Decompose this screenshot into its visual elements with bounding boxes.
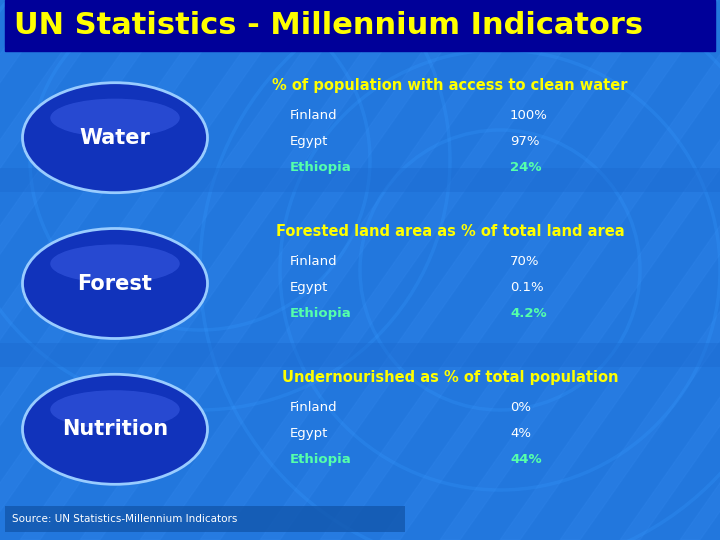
Ellipse shape <box>50 99 180 137</box>
Ellipse shape <box>22 261 207 322</box>
Text: Ethiopia: Ethiopia <box>290 453 352 466</box>
Text: 44%: 44% <box>510 453 541 466</box>
Ellipse shape <box>22 374 207 484</box>
FancyBboxPatch shape <box>0 343 720 367</box>
Text: Forest: Forest <box>78 273 153 294</box>
Text: 4.2%: 4.2% <box>510 307 546 320</box>
Text: Ethiopia: Ethiopia <box>290 161 352 174</box>
Text: Egypt: Egypt <box>290 427 328 440</box>
Text: Egypt: Egypt <box>290 281 328 294</box>
FancyBboxPatch shape <box>5 506 405 532</box>
Text: Finland: Finland <box>290 401 338 414</box>
Text: 70%: 70% <box>510 255 539 268</box>
Text: 97%: 97% <box>510 135 539 148</box>
Text: Finland: Finland <box>290 255 338 268</box>
Text: 0.1%: 0.1% <box>510 281 544 294</box>
Text: Ethiopia: Ethiopia <box>290 307 352 320</box>
Ellipse shape <box>22 228 207 339</box>
Text: Finland: Finland <box>290 109 338 122</box>
Text: UN Statistics - Millennium Indicators: UN Statistics - Millennium Indicators <box>14 11 643 40</box>
Text: Source: UN Statistics-Millennium Indicators: Source: UN Statistics-Millennium Indicat… <box>12 514 238 524</box>
Text: Forested land area as % of total land area: Forested land area as % of total land ar… <box>276 224 624 239</box>
Text: Undernourished as % of total population: Undernourished as % of total population <box>282 370 618 385</box>
Text: 0%: 0% <box>510 401 531 414</box>
Ellipse shape <box>22 116 207 176</box>
Text: Egypt: Egypt <box>290 135 328 148</box>
Ellipse shape <box>50 390 180 429</box>
Ellipse shape <box>22 407 207 468</box>
Ellipse shape <box>50 245 180 283</box>
Text: % of population with access to clean water: % of population with access to clean wat… <box>272 78 628 93</box>
Text: 100%: 100% <box>510 109 548 122</box>
Ellipse shape <box>22 83 207 193</box>
FancyBboxPatch shape <box>5 0 715 51</box>
Text: 24%: 24% <box>510 161 541 174</box>
Text: Nutrition: Nutrition <box>62 419 168 440</box>
FancyBboxPatch shape <box>0 168 720 192</box>
Text: Water: Water <box>80 127 150 148</box>
Text: 4%: 4% <box>510 427 531 440</box>
